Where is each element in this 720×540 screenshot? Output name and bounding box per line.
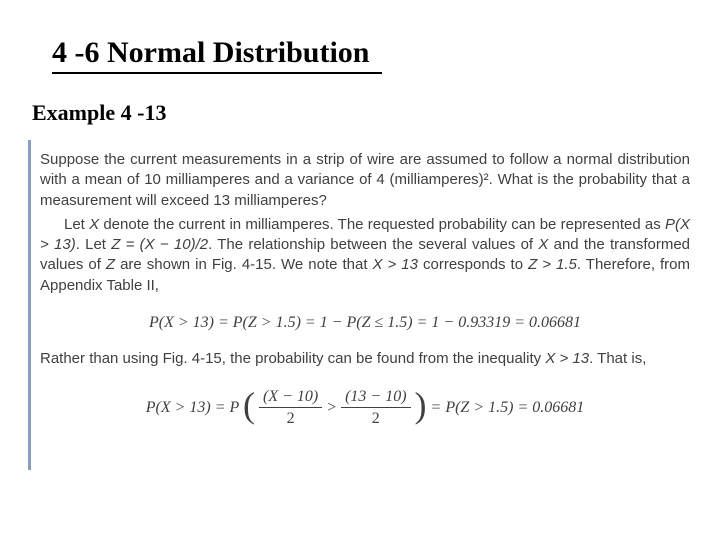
text-fragment: corresponds to xyxy=(418,256,528,273)
expr-xgt13: X > 13 xyxy=(545,350,589,367)
expr-zdef: Z = (X − 10)/2 xyxy=(111,236,208,253)
expr-zgt15: Z > 1.5 xyxy=(528,256,577,273)
text-fragment: . That is, xyxy=(589,350,646,367)
eq2-lhs: P(X > 13) = P xyxy=(146,398,239,415)
paragraph-3: Rather than using Fig. 4-15, the probabi… xyxy=(40,349,690,369)
eq2-rhs: = P(Z > 1.5) = 0.06681 xyxy=(431,398,585,415)
equation-1: P(X > 13) = P(Z > 1.5) = 1 − P(Z ≤ 1.5) … xyxy=(40,312,690,334)
section-title: 4 -6 Normal Distribution xyxy=(52,36,382,74)
paragraph-1: Suppose the current measurements in a st… xyxy=(40,150,690,211)
left-accent-bar xyxy=(28,140,31,470)
fraction-1: (X − 10) 2 xyxy=(259,386,322,430)
equation-2: P(X > 13) = P ( (X − 10) 2 > (13 − 10) 2… xyxy=(40,386,690,430)
expr-xgt13: X > 13 xyxy=(373,256,418,273)
eq2-den2: 2 xyxy=(341,408,410,430)
fraction-2: (13 − 10) 2 xyxy=(341,386,410,430)
sym-x: X xyxy=(538,236,548,253)
equation-1-text: P(X > 13) = P(Z > 1.5) = 1 − P(Z ≤ 1.5) … xyxy=(149,314,581,331)
sym-x: X xyxy=(89,216,99,233)
text-fragment: . Let xyxy=(76,236,112,253)
sym-z: Z xyxy=(106,256,115,273)
eq2-den1: 2 xyxy=(259,408,322,430)
text-fragment: Rather than using Fig. 4-15, the probabi… xyxy=(40,350,545,367)
example-label: Example 4 -13 xyxy=(32,100,166,126)
text-fragment: are shown in Fig. 4-15. We note that xyxy=(115,256,372,273)
body-content: Suppose the current measurements in a st… xyxy=(40,150,690,446)
eq2-mid: > xyxy=(326,398,341,415)
eq2-num1: (X − 10) xyxy=(263,388,318,405)
paragraph-2: Let X denote the current in milliamperes… xyxy=(40,215,690,296)
text-fragment: Let xyxy=(64,216,89,233)
eq2-num2: (13 − 10) xyxy=(345,388,406,405)
text-fragment: . The relationship between the several v… xyxy=(208,236,538,253)
text-fragment: denote the current in milliamperes. The … xyxy=(99,216,665,233)
